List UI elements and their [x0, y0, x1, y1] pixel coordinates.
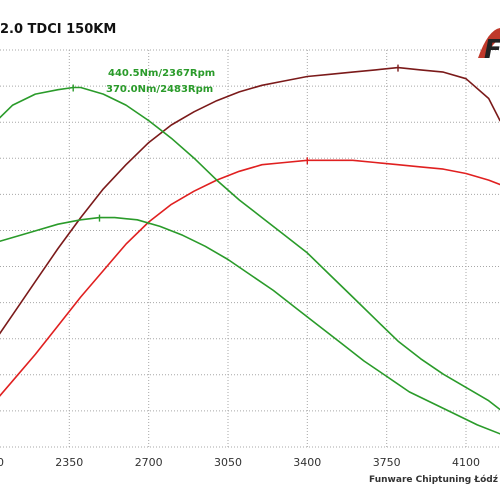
x-tick-labels: 2000 2350 2700 3050 3400 3750 4100	[0, 456, 480, 469]
annotation-peak-tuned: 440.5Nm/2367Rpm	[108, 68, 215, 79]
footer-credit: Funware Chiptuning Łódź	[369, 474, 498, 485]
grid-lines	[0, 49, 500, 448]
series-line-0	[0, 66, 500, 335]
series-line-1	[0, 159, 500, 397]
x-tick-label: 2700	[135, 456, 163, 469]
x-tick-label: 4100	[452, 456, 480, 469]
series-line-3	[0, 216, 500, 435]
peak-markers	[72, 64, 399, 222]
x-tick-label: 3050	[214, 456, 242, 469]
annotation-peak-stock: 370.0Nm/2483Rpm	[106, 84, 213, 95]
brand-logo: F	[478, 28, 500, 65]
x-tick-label: 3750	[373, 456, 401, 469]
x-tick-label: 2350	[55, 456, 83, 469]
logo-letter: F	[484, 35, 500, 65]
x-tick-label: 3400	[293, 456, 321, 469]
x-tick-label: 2000	[0, 456, 4, 469]
chart-title: 2.0 TDCI 150KM	[0, 22, 116, 37]
